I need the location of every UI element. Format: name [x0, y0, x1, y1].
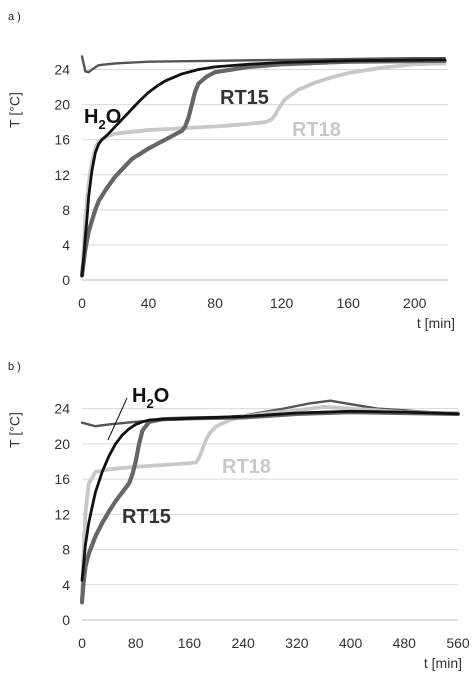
- series-label-rt15: RT15: [220, 87, 269, 109]
- x-tick-label: 0: [78, 635, 86, 651]
- y-tick-label: 20: [54, 97, 70, 113]
- y-tick-label: 16: [54, 132, 70, 148]
- series-label-main: H: [132, 385, 146, 407]
- y-tick-label: 24: [54, 62, 70, 78]
- y-tick-label: 16: [54, 471, 70, 487]
- x-tick-label: 480: [393, 635, 417, 651]
- x-tick-label: 40: [141, 295, 157, 311]
- series-line-h2o-1: [80, 58, 447, 278]
- series-label-main: RT15: [122, 506, 171, 528]
- panel-a: a ) 0 4 8 12 16 20 24 0 40 80 120 160 200 T [°C] t [min…: [7, 11, 455, 331]
- y-tick-label: 0: [62, 272, 70, 288]
- x-tick-label: 120: [270, 295, 294, 311]
- x-tick-label: 320: [285, 635, 309, 651]
- series-label-rt15: RT15: [122, 506, 171, 528]
- series-line-h2o-1: [80, 409, 460, 582]
- y-tick-label: 8: [62, 202, 70, 218]
- series-label-rt18: RT18: [292, 119, 341, 141]
- panel-label: a ): [8, 11, 21, 23]
- series-line-rt18-3: [80, 404, 460, 605]
- x-tick-label: 0: [78, 295, 86, 311]
- series-line-rt18-3: [80, 61, 447, 278]
- y-tick-label: 0: [62, 612, 70, 628]
- series-label-subscript: 2: [98, 117, 105, 132]
- y-tick-label: 12: [54, 506, 70, 522]
- x-tick-label: 560: [446, 635, 470, 651]
- series-label-h2o: H2O: [84, 106, 121, 132]
- y-tick-label: 24: [54, 401, 70, 417]
- y-tick-label: 4: [62, 577, 70, 593]
- y-axis-title: T [°C]: [7, 412, 23, 448]
- x-axis-title: t [min]: [424, 655, 462, 671]
- series-label-suffix: O: [154, 385, 170, 407]
- series-label-subscript: 2: [146, 396, 153, 411]
- x-axis-title: t [min]: [417, 315, 455, 331]
- y-tick-label: 12: [54, 167, 70, 183]
- series-label-h2o: H2O: [132, 385, 169, 411]
- y-tick-label: 20: [54, 436, 70, 452]
- series-label-suffix: O: [106, 106, 122, 128]
- y-axis-title: T [°C]: [7, 92, 23, 128]
- x-tick-label: 80: [207, 295, 223, 311]
- y-tick-label: 8: [62, 542, 70, 558]
- series-label-main: RT18: [222, 456, 271, 478]
- x-tick-label: 240: [231, 635, 255, 651]
- series-line-rt15-2: [79, 58, 447, 278]
- x-tick-label: 160: [178, 635, 202, 651]
- series-label-rt18: RT18: [222, 456, 271, 478]
- panel-label: b ): [8, 361, 21, 373]
- x-tick-label: 160: [337, 295, 361, 311]
- series-label-main: RT18: [292, 119, 341, 141]
- y-tick-label: 4: [62, 237, 70, 253]
- series-label-main: H: [84, 106, 98, 128]
- leader-line-0: [107, 397, 128, 441]
- series-label-main: RT15: [220, 87, 269, 109]
- series-line-ambient-0: [80, 55, 446, 74]
- x-tick-label: 80: [128, 635, 144, 651]
- x-tick-label: 400: [339, 635, 363, 651]
- x-tick-label: 200: [403, 295, 427, 311]
